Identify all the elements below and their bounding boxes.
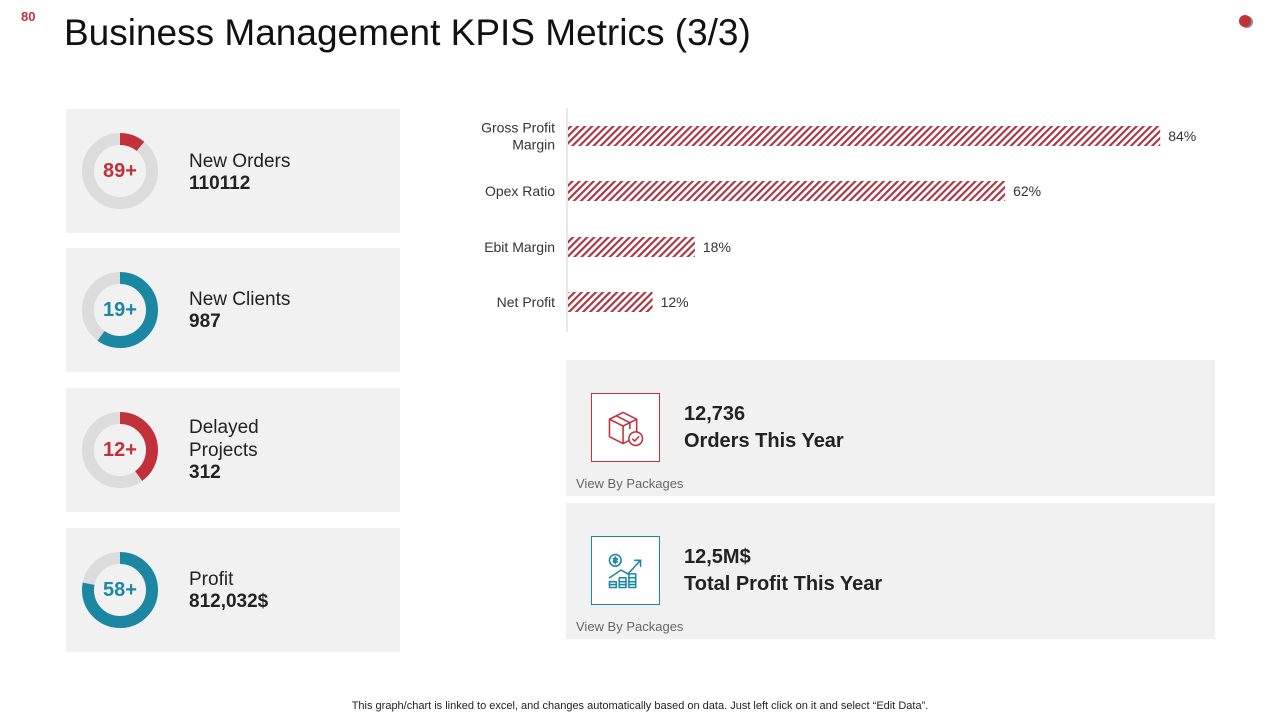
profit-growth-icon <box>608 553 642 589</box>
slide-number: 80 <box>21 9 36 24</box>
kpi-card-delayed-projects: 12+ Delayed Projects 312 <box>66 388 400 512</box>
package-check-icon <box>608 411 644 447</box>
donut-arc <box>82 552 158 628</box>
kpi-label: New Clients <box>189 289 291 310</box>
page-title: Business Management KPIS Metrics (3/3) <box>64 12 751 53</box>
donut-value: 19+ <box>103 299 137 321</box>
bar-value-label: 18% <box>703 239 731 255</box>
stat-value: 12,736 <box>684 403 746 425</box>
kpi-value: 812,032$ <box>189 591 269 612</box>
kpi-label: Profit <box>189 569 234 590</box>
donut-chart <box>82 552 158 628</box>
kpi-card-new-orders: 89+ New Orders 110112 <box>66 109 400 233</box>
view-by-packages-link[interactable]: View By Packages <box>576 619 684 634</box>
category-label: Ebit Margin <box>484 239 555 255</box>
footer-note: This graph/chart is linked to excel, and… <box>351 700 929 712</box>
donut-arc <box>82 272 158 348</box>
category-label: Gross Profit Margin <box>481 120 555 153</box>
bar-net-profit <box>568 292 653 312</box>
icon-box <box>591 393 660 462</box>
kpi-card-new-clients: 19+ New Clients 987 <box>66 248 400 372</box>
donut-chart <box>82 412 158 488</box>
category-label: Opex Ratio <box>485 183 555 199</box>
bar-value-label: 84% <box>1168 128 1196 144</box>
kpi-label-line1: Delayed <box>189 417 259 438</box>
donut-arc <box>82 133 158 209</box>
kpi-label: New Orders <box>189 151 291 172</box>
stat-label: Orders This Year <box>684 430 844 452</box>
bar-value-label: 62% <box>1013 183 1041 199</box>
view-by-packages-link[interactable]: View By Packages <box>576 476 684 491</box>
category-label: Net Profit <box>497 294 555 310</box>
donut-chart <box>82 133 158 209</box>
stat-card-orders: 12,736 Orders This Year View By Packages <box>566 360 1215 496</box>
kpi-label-line2: Projects <box>189 440 258 461</box>
bar-chart: 84% Gross Profit Margin 62% Opex Ratio 18% Ebi… <box>481 108 1196 332</box>
bar-value-label: 12% <box>661 294 689 310</box>
kpi-value: 110112 <box>189 173 251 194</box>
donut-value: 89+ <box>103 160 137 182</box>
corner-dot-icon <box>1239 15 1251 27</box>
stat-card-profit: 12,5M$ Total Profit This Year View By Pa… <box>566 503 1215 639</box>
donut-arc <box>82 412 158 488</box>
kpi-card-profit: 58+ Profit 812,032$ <box>66 528 400 652</box>
donut-chart <box>82 272 158 348</box>
icon-box <box>591 536 660 605</box>
kpi-value: 987 <box>189 311 221 332</box>
kpi-value: 312 <box>189 462 221 483</box>
bar-ebit-margin <box>568 237 695 257</box>
donut-value: 12+ <box>103 439 137 461</box>
bar-gross-profit-margin <box>568 126 1161 146</box>
stat-label: Total Profit This Year <box>684 573 883 595</box>
bar-opex-ratio <box>568 181 1006 201</box>
stat-value: 12,5M$ <box>684 546 751 568</box>
donut-value: 58+ <box>103 579 137 601</box>
